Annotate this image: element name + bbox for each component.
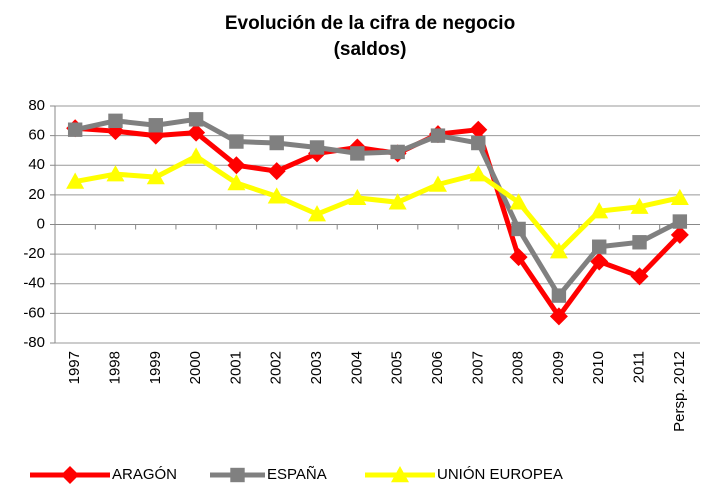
marker [188,112,204,127]
marker [672,214,688,229]
marker [229,134,244,149]
x-tick-label: 2008 [510,351,527,384]
x-tick-label: 2005 [389,351,406,384]
y-tick-label: -80 [23,334,45,351]
marker [187,147,206,164]
marker [391,466,409,483]
marker [309,140,325,155]
y-tick-label: -40 [23,275,45,292]
marker [67,122,83,137]
marker [509,193,528,210]
x-tick-label: 1997 [66,351,83,384]
legend-label: ARAGÓN [112,466,177,483]
series-line [74,116,681,299]
series-line [74,153,681,254]
marker [509,248,528,267]
marker [469,120,488,139]
marker [66,172,85,189]
marker [187,123,206,142]
marker [590,202,609,219]
marker [230,467,245,483]
x-tick-label: 2003 [308,351,325,384]
x-tick-label: 2001 [227,351,244,384]
marker [61,466,79,484]
marker [227,156,246,175]
marker [348,188,367,206]
y-tick-label: 80 [28,97,45,114]
y-tick-label: 20 [28,186,45,203]
x-tick-label: 2000 [187,351,204,384]
marker [388,193,407,210]
marker [227,174,246,191]
marker [267,162,286,181]
marker [350,146,365,161]
x-tick-label: 2007 [469,351,486,384]
chart-title: Evolución de la cifra de negocio [225,13,515,34]
marker [670,188,689,206]
y-tick-label: -20 [23,245,45,262]
marker [551,288,567,303]
marker [632,235,647,250]
legend-label: UNIÓN EUROPEA [437,466,563,483]
x-tick-label: 1998 [106,351,123,384]
marker [592,239,607,254]
marker [590,252,609,271]
marker [390,144,405,160]
marker [308,205,327,222]
chart-subtitle: (saldos) [334,39,407,60]
x-tick-label: Persp. 2012 [671,351,688,432]
x-tick-label: 1999 [147,351,164,384]
marker [430,128,446,143]
x-tick-label: 2011 [631,351,648,383]
y-tick-label: 40 [28,156,45,173]
marker [630,197,649,214]
marker [511,221,526,237]
marker [106,165,125,182]
marker [108,113,123,129]
marker [428,175,447,192]
x-tick-label: 2010 [590,351,607,384]
marker [146,168,165,185]
y-tick-label: 60 [28,127,45,144]
legend-label: ESPAÑA [267,466,327,483]
marker [267,187,286,204]
x-tick-label: 2006 [429,351,446,384]
marker [469,165,488,182]
marker [471,135,486,151]
marker [630,267,649,286]
marker [148,118,163,133]
marker [269,135,284,151]
x-tick-label: 2004 [348,351,365,384]
marker [670,225,689,244]
marker [549,307,568,326]
x-tick-label: 2009 [550,351,567,384]
y-tick-label: 0 [37,215,45,232]
x-tick-label: 2002 [268,351,285,384]
marker [549,242,568,259]
y-tick-label: -60 [23,304,45,321]
